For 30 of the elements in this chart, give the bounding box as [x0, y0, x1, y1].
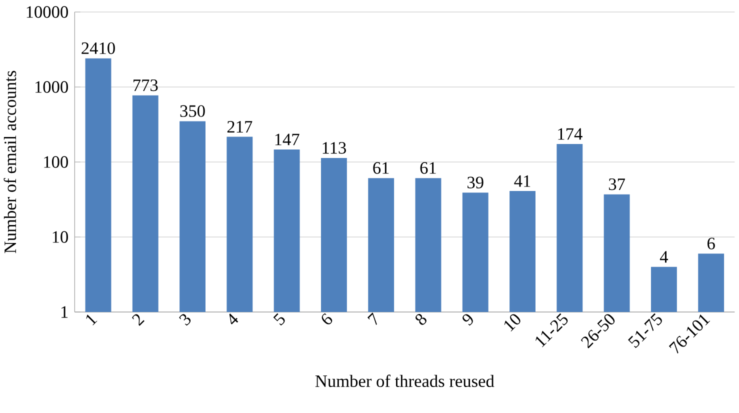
data-label: 113	[322, 142, 346, 154]
y-tick-label: 10000	[26, 6, 68, 18]
data-label: 39	[468, 176, 484, 188]
data-label: 147	[275, 134, 300, 146]
y-axis-title: Number of email accounts	[4, 70, 16, 254]
x-tick-label: 5	[273, 313, 285, 326]
data-label: 37	[608, 178, 625, 190]
x-tick-label: 2	[132, 314, 144, 326]
data-label: 4	[660, 251, 668, 263]
data-label: 350	[180, 105, 205, 117]
data-label: 41	[514, 175, 530, 187]
data-label: 6	[708, 238, 715, 250]
x-tick-label: 6	[322, 313, 332, 324]
data-label: 61	[420, 162, 436, 174]
x-tick-label: 10	[504, 314, 520, 332]
x-tick-label: 4	[229, 314, 238, 324]
y-tick-label: 10	[52, 231, 68, 243]
x-tick-label: 9	[462, 314, 473, 326]
y-tick-label: 100	[44, 156, 68, 168]
x-tick-label: 7	[367, 312, 377, 325]
x-tick-label: 3	[179, 314, 191, 326]
data-label: 217	[227, 121, 252, 132]
data-label: 174	[558, 128, 582, 140]
data-label: 773	[134, 79, 158, 92]
x-tick-label: 8	[416, 314, 426, 325]
data-label: 61	[373, 162, 389, 174]
x-tick-label: 1	[86, 314, 98, 326]
x-axis-title: Number of threads reused	[315, 374, 494, 388]
data-label: 2410	[82, 42, 115, 54]
y-tick-label: 1000	[35, 81, 68, 93]
